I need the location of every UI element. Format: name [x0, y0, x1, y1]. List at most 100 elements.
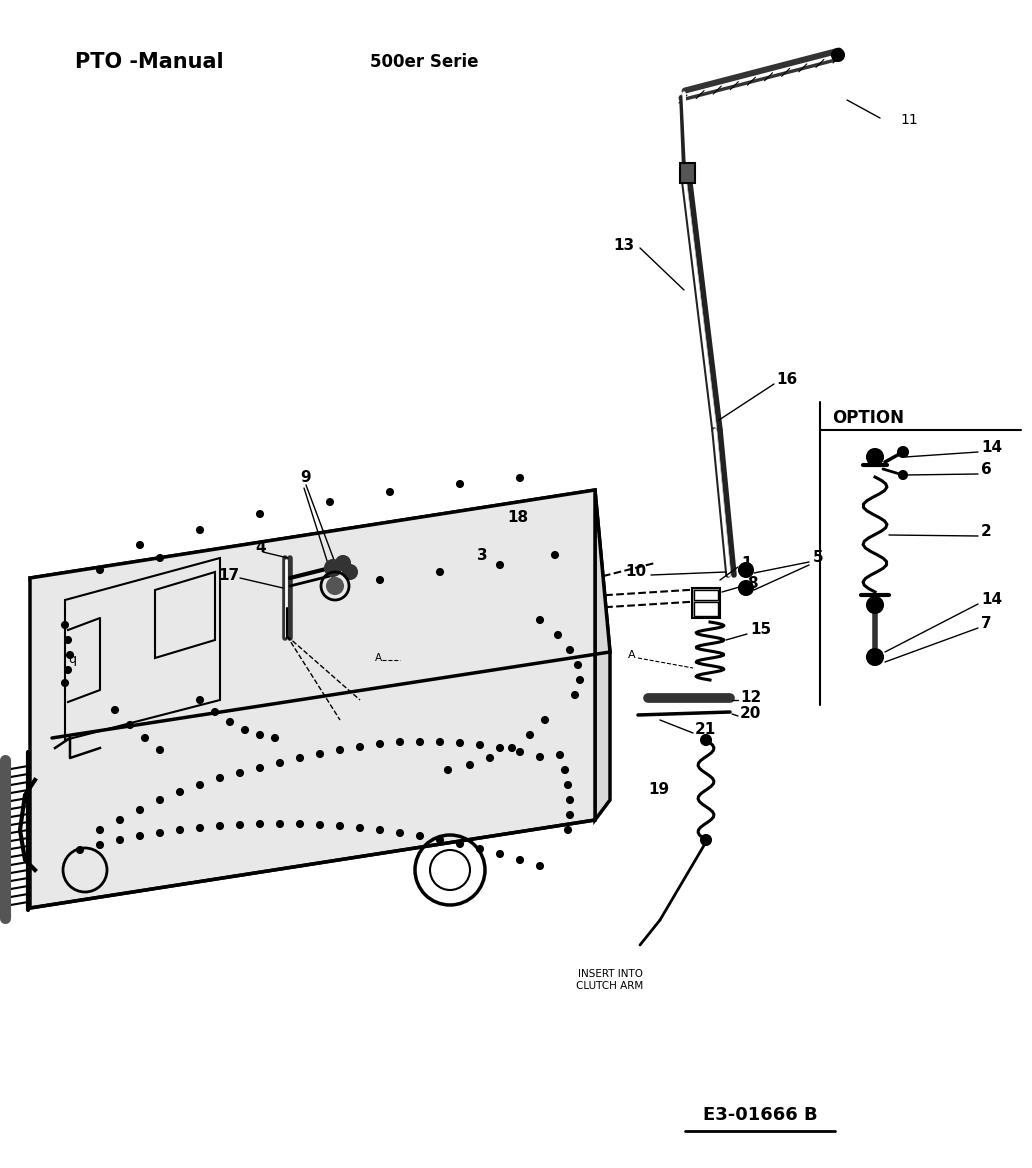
Circle shape [509, 745, 515, 751]
Circle shape [237, 822, 243, 828]
Circle shape [867, 449, 883, 465]
Circle shape [517, 475, 523, 481]
Text: 8: 8 [747, 576, 757, 591]
Circle shape [437, 739, 443, 745]
Text: 10: 10 [625, 564, 646, 579]
Polygon shape [30, 491, 610, 738]
Circle shape [277, 760, 283, 766]
Text: 4: 4 [255, 541, 265, 556]
Circle shape [397, 739, 404, 745]
Circle shape [257, 821, 263, 827]
Circle shape [241, 726, 248, 734]
Circle shape [337, 748, 343, 753]
Circle shape [297, 755, 303, 762]
Circle shape [343, 565, 357, 579]
Text: 13: 13 [613, 237, 634, 252]
Circle shape [457, 741, 463, 746]
Circle shape [497, 745, 503, 751]
Circle shape [197, 527, 203, 533]
Text: 14: 14 [981, 592, 1002, 607]
Circle shape [377, 827, 383, 833]
Text: 11: 11 [900, 113, 917, 127]
Circle shape [397, 830, 404, 836]
Circle shape [65, 637, 71, 644]
Text: 5: 5 [813, 550, 824, 565]
Circle shape [112, 707, 118, 712]
Text: 19: 19 [648, 783, 669, 798]
Circle shape [297, 821, 303, 827]
Circle shape [565, 783, 571, 788]
Circle shape [377, 577, 383, 583]
Circle shape [357, 744, 363, 750]
Circle shape [467, 762, 473, 769]
Circle shape [898, 447, 908, 457]
Circle shape [257, 732, 263, 738]
Circle shape [277, 821, 283, 827]
Text: 14: 14 [981, 439, 1002, 454]
Circle shape [437, 837, 443, 843]
Circle shape [197, 697, 203, 703]
Circle shape [477, 846, 483, 851]
Circle shape [517, 749, 523, 755]
Circle shape [562, 767, 568, 773]
Circle shape [487, 755, 493, 762]
Circle shape [417, 833, 423, 839]
Circle shape [62, 680, 68, 686]
Circle shape [537, 863, 543, 869]
Circle shape [542, 717, 548, 723]
Text: 21: 21 [695, 723, 716, 737]
Circle shape [62, 623, 68, 628]
Text: E3-01666 B: E3-01666 B [703, 1106, 817, 1124]
Circle shape [137, 807, 143, 813]
Text: 15: 15 [750, 623, 771, 638]
Text: A: A [375, 653, 382, 663]
Circle shape [317, 822, 323, 828]
Circle shape [739, 563, 753, 577]
Circle shape [77, 847, 83, 853]
Circle shape [457, 841, 463, 847]
Circle shape [701, 735, 711, 745]
Text: 16: 16 [776, 373, 798, 388]
Circle shape [457, 481, 463, 487]
Circle shape [157, 748, 163, 753]
Circle shape [65, 667, 71, 673]
Circle shape [157, 830, 163, 836]
Circle shape [739, 580, 753, 595]
Circle shape [565, 827, 571, 833]
Polygon shape [595, 491, 610, 820]
Circle shape [137, 542, 143, 548]
Circle shape [257, 512, 263, 517]
Polygon shape [694, 590, 718, 600]
Circle shape [552, 552, 558, 558]
Circle shape [97, 566, 103, 573]
Circle shape [237, 770, 243, 776]
Circle shape [577, 677, 583, 683]
Polygon shape [30, 491, 595, 908]
Polygon shape [692, 588, 720, 618]
Circle shape [217, 823, 223, 829]
Circle shape [517, 857, 523, 863]
Circle shape [327, 578, 343, 595]
Circle shape [867, 649, 883, 665]
Circle shape [567, 647, 573, 653]
Circle shape [537, 617, 543, 623]
Circle shape [137, 833, 143, 839]
Polygon shape [680, 164, 695, 183]
Circle shape [272, 735, 278, 741]
Text: 12: 12 [740, 689, 762, 704]
Circle shape [327, 499, 333, 505]
Circle shape [325, 559, 341, 576]
Circle shape [417, 739, 423, 745]
Circle shape [527, 732, 533, 738]
Circle shape [357, 825, 363, 830]
Circle shape [127, 722, 133, 728]
Circle shape [537, 755, 543, 760]
Text: q: q [68, 654, 76, 667]
Text: 2: 2 [981, 524, 992, 540]
Circle shape [497, 851, 503, 857]
Circle shape [337, 823, 343, 829]
Circle shape [575, 662, 581, 668]
Circle shape [867, 597, 883, 613]
Circle shape [572, 691, 578, 698]
Text: 1: 1 [741, 556, 751, 570]
